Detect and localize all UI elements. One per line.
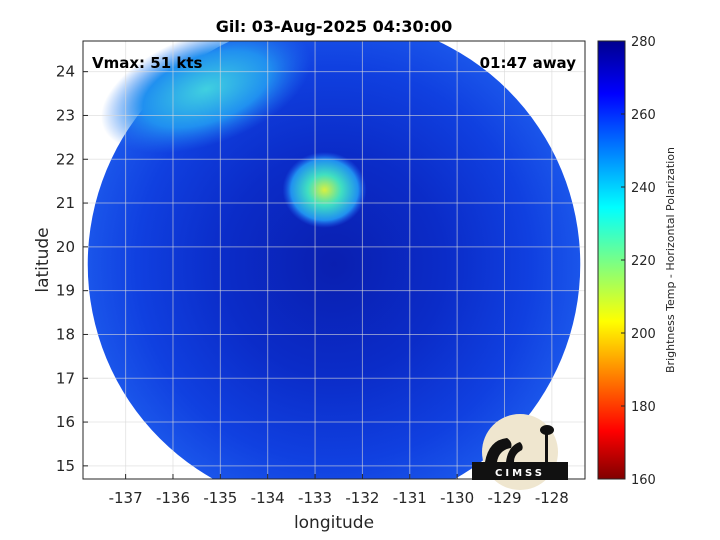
colorbar-ticks: 160 180 200 220 240 260 280 (621, 35, 656, 488)
gridlines (83, 41, 585, 479)
x-tick-label: -130 (440, 489, 474, 507)
y-axis-ticks: 15 16 17 18 19 20 21 22 23 24 (56, 63, 88, 475)
warm-patch (282, 151, 367, 228)
x-axis-label: longitude (294, 513, 374, 533)
x-tick-label: -135 (203, 489, 237, 507)
x-tick-label: -133 (298, 489, 332, 507)
colorbar-tick-label: 260 (631, 108, 656, 123)
x-tick-label: -128 (535, 489, 569, 507)
x-axis-ticks: -137 -136 -135 -134 -133 -132 -131 -130 -129 -128 (109, 474, 569, 507)
colorbar-tick-label: 240 (631, 181, 656, 196)
y-tick-label: 19 (56, 282, 75, 300)
y-tick-label: 22 (56, 150, 75, 168)
x-tick-label: -134 (251, 489, 285, 507)
y-axis-label: latitude (33, 227, 53, 292)
logo-bar (472, 462, 568, 480)
y-tick-label: 18 (56, 325, 75, 343)
figure-title: Gil: 03-Aug-2025 04:30:00 (216, 17, 453, 36)
colorbar-tick-label: 220 (631, 254, 656, 269)
y-tick-label: 15 (56, 457, 75, 475)
logo-tower-icon (545, 432, 548, 462)
y-tick-label: 17 (56, 369, 75, 387)
logo-dish-small-icon (506, 442, 523, 462)
y-tick-label: 16 (56, 413, 75, 431)
y-tick-label: 23 (56, 106, 75, 124)
time-away-label: 01:47 away (480, 54, 577, 72)
colorbar-label: Brightness Temp - Horizontal Polarizatio… (664, 147, 677, 373)
y-tick-label: 21 (56, 194, 75, 212)
plot-frame (82, 40, 586, 480)
vmax-label: Vmax: 51 kts (92, 54, 202, 72)
logo-dish-icon (485, 438, 512, 462)
colorbar-tick-label: 200 (631, 327, 656, 342)
colorbar-tick-label: 160 (631, 473, 656, 488)
colorbar-gradient (597, 40, 626, 480)
x-tick-label: -136 (156, 489, 190, 507)
colorbar: 160 180 200 220 240 260 280 Brightness Temp - … (597, 35, 677, 488)
y-tick-label: 20 (56, 238, 75, 256)
x-tick-label: -129 (487, 489, 521, 507)
colorbar-tick-label: 280 (631, 35, 656, 50)
x-tick-label: -131 (393, 489, 427, 507)
colorbar-tick-label: 180 (631, 400, 656, 415)
cyan-band-northwest (101, 41, 312, 154)
x-tick-label: -137 (109, 489, 143, 507)
y-tick-label: 24 (56, 63, 75, 81)
cimss-logo: CIMSS (472, 414, 568, 490)
x-tick-label: -132 (345, 489, 379, 507)
logo-text: CIMSS (495, 468, 545, 479)
